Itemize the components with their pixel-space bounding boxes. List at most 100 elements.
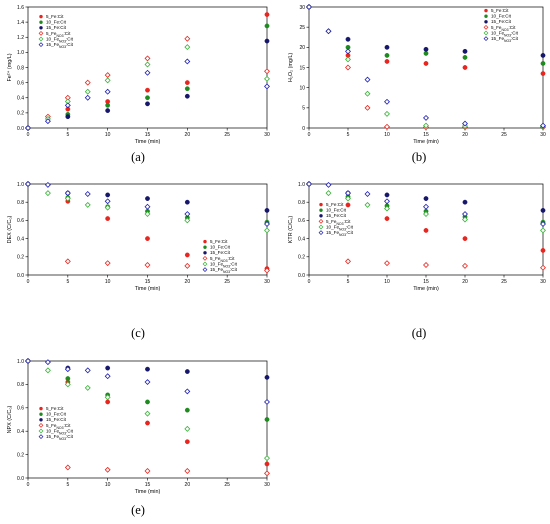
data-point: [345, 202, 351, 208]
data-point: [264, 227, 270, 234]
panel-label: (b): [412, 150, 427, 164]
legend-label: 15_Fe:Cit: [326, 213, 347, 218]
y-tick-label: 5: [302, 106, 305, 112]
y-tick-label: 0.4: [17, 236, 24, 242]
legend-label: 5_FeNO3:Cit: [46, 423, 71, 430]
legend-marker: [203, 239, 207, 244]
legend-label: 5_Fe:Cit: [210, 239, 228, 244]
legend-marker: [319, 214, 323, 218]
legend-marker: [39, 14, 43, 19]
legend-marker: [483, 36, 489, 41]
data-point: [540, 61, 546, 66]
data-point: [345, 36, 351, 42]
legend-marker: [38, 31, 44, 36]
data-point: [44, 190, 51, 197]
y-tick-label: 0.4: [17, 96, 24, 102]
data-point: [104, 260, 111, 267]
y-tick-label: 0.4: [298, 236, 305, 242]
y-tick-label: 20: [299, 45, 305, 51]
x-tick-label: 25: [224, 482, 230, 488]
legend-marker: [38, 434, 44, 439]
data-point: [423, 211, 429, 217]
legend: 5_Fe:Cit10_Fe:Cit15_Fe:Cit5_FeNO3:Cit10_…: [38, 14, 74, 49]
y-tick-label: 1.0: [17, 359, 24, 365]
data-point: [144, 69, 151, 76]
data-point: [184, 369, 190, 374]
series-15-fe-no3-cit: [306, 4, 546, 129]
data-point: [144, 61, 151, 68]
series-15-fe-no3-cit: [25, 181, 270, 228]
legend-label: 10_Fe:Cit: [491, 14, 512, 19]
data-point: [144, 410, 151, 417]
data-point: [345, 258, 351, 265]
data-point: [104, 204, 111, 211]
x-tick-label: 0: [27, 482, 30, 488]
data-point: [264, 23, 270, 29]
y-tick-label: 0: [302, 126, 305, 132]
data-point: [264, 398, 270, 405]
legend-marker: [318, 230, 324, 235]
series-15-fe-no3-cit: [306, 181, 546, 228]
data-point: [25, 125, 31, 131]
data-point: [64, 464, 71, 471]
data-point: [384, 53, 390, 58]
data-point: [264, 38, 270, 44]
x-tick-label: 25: [501, 132, 507, 138]
x-tick-label: 0: [27, 132, 30, 138]
data-point: [306, 181, 312, 187]
y-tick-label: 0.0: [17, 273, 24, 279]
y-tick-label: 15: [299, 65, 305, 71]
data-point: [64, 366, 71, 373]
legend-label: 5_FeNO3:Cit: [491, 25, 516, 32]
y-axis-label: NPX (C/C₀): [7, 405, 13, 433]
data-point: [145, 366, 150, 372]
x-tick-label: 25: [224, 132, 230, 138]
data-point: [145, 87, 150, 93]
data-point: [184, 407, 190, 413]
data-point: [364, 104, 371, 111]
x-tick-label: 15: [145, 279, 151, 285]
data-point: [65, 114, 71, 120]
y-tick-label: 0.2: [298, 255, 305, 261]
legend-marker: [38, 36, 44, 42]
legend-label: 15_FeNO3:Cit: [326, 230, 354, 237]
data-point: [325, 28, 332, 35]
legend-marker: [39, 406, 43, 411]
legend-marker: [38, 423, 44, 428]
legend-marker: [319, 208, 323, 212]
x-tick-label: 5: [66, 279, 69, 285]
data-point: [384, 59, 390, 64]
data-point: [184, 80, 190, 86]
data-point: [104, 72, 111, 79]
y-tick-label: 25: [299, 25, 305, 31]
legend-marker: [202, 261, 208, 267]
data-point: [540, 122, 546, 129]
data-point: [306, 4, 312, 10]
data-point: [84, 201, 91, 208]
legend-label: 5_FeNO3:Cit: [326, 219, 351, 226]
y-tick-label: 10: [299, 85, 305, 91]
data-point: [144, 262, 151, 268]
data-point: [184, 86, 190, 92]
legend-label: 15_FeNO3:Cit: [491, 36, 519, 43]
data-point: [44, 367, 51, 374]
data-point: [423, 61, 429, 66]
y-tick-label: 0.6: [17, 80, 24, 86]
legend-label: 10_Fe:Cit: [46, 412, 67, 417]
series-5-fe-no3-cit: [306, 181, 546, 271]
data-point: [384, 98, 390, 105]
legend: 5_Fe:Cit10_Fe:Cit15_Fe:Cit5_FeNO3:Cit10_…: [38, 406, 74, 441]
data-point: [144, 55, 151, 62]
legend-label: 5_FeNO3:Cit: [46, 31, 71, 38]
data-point: [104, 77, 111, 84]
data-point: [423, 122, 429, 129]
data-point: [145, 399, 150, 405]
data-point: [184, 93, 190, 99]
legend-marker: [38, 42, 44, 47]
data-point: [44, 181, 51, 188]
data-point: [184, 199, 190, 205]
x-axis-label: Time (min): [135, 489, 161, 495]
series-15-fe-no3-cit: [25, 58, 270, 131]
x-tick-label: 30: [264, 132, 270, 138]
y-tick-label: 0.2: [17, 111, 24, 117]
